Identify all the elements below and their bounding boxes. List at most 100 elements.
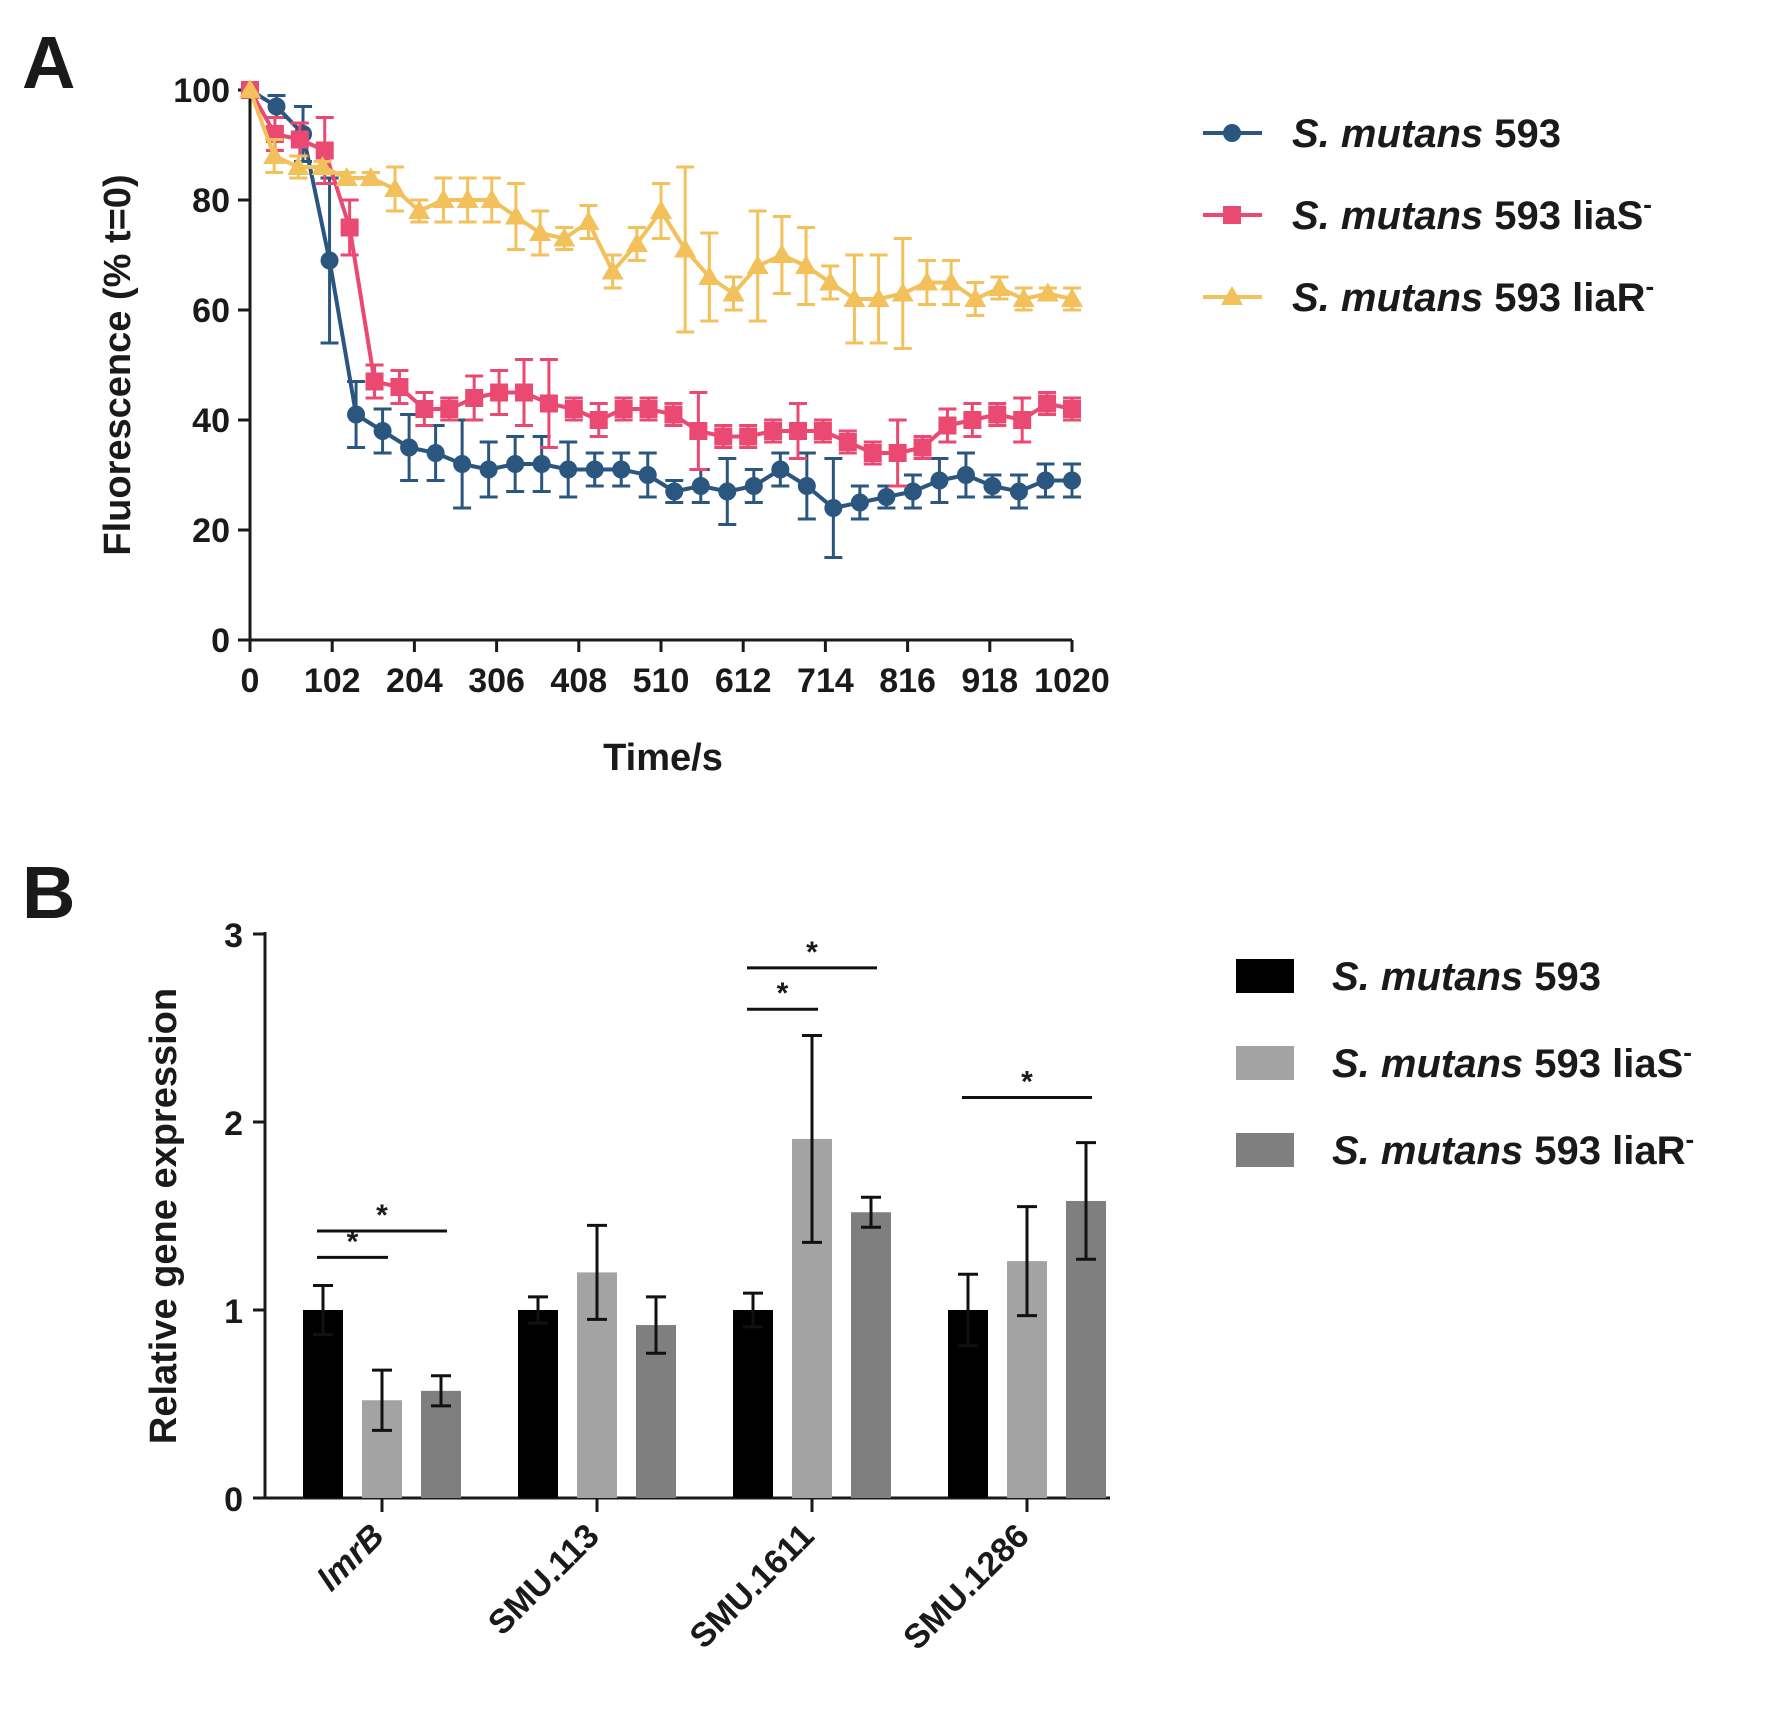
data-point (988, 277, 1011, 296)
data-point (504, 205, 527, 225)
legend-italic: S. mutans (1332, 1129, 1534, 1173)
legend-swatch (1236, 1046, 1294, 1080)
y-tick-label: 80 (192, 182, 230, 220)
series-triangle (239, 79, 1083, 350)
bar-series (362, 1034, 1047, 1498)
data-point (614, 400, 633, 418)
data-point (315, 141, 334, 160)
data-point (290, 130, 309, 149)
legend-label: S. mutans 593 (1292, 112, 1561, 156)
legend-italic: S. mutans (1332, 1042, 1534, 1086)
data-point (744, 477, 763, 495)
data-point (1223, 206, 1241, 224)
data-point (1223, 124, 1241, 142)
legend-swatch (1236, 1133, 1294, 1167)
significance-star: * (1021, 1066, 1033, 1099)
data-point (365, 372, 384, 391)
data-point (506, 455, 525, 473)
legend-superscript: - (1643, 189, 1652, 219)
x-tick-label: 510 (633, 662, 690, 700)
legend-rest: 593 (1534, 955, 1601, 999)
y-axis-title: Relative gene expression (143, 988, 185, 1444)
x-tick-label: SMU.1286 (896, 1517, 1036, 1657)
data-point (347, 405, 366, 424)
x-tick-label: 612 (715, 662, 772, 700)
data-point (956, 466, 975, 484)
legend-superscript: - (1683, 1037, 1692, 1067)
data-point (770, 244, 793, 263)
x-tick-label: 408 (550, 662, 607, 700)
data-point (1009, 482, 1028, 501)
data-point (1063, 400, 1081, 418)
y-tick-label: 100 (173, 72, 230, 110)
data-point (739, 427, 758, 446)
data-point (612, 460, 631, 479)
data-point (1038, 394, 1057, 413)
data-point (819, 271, 842, 291)
y-tick-label: 0 (224, 1481, 243, 1519)
data-point (625, 233, 648, 252)
legend-item: S. mutans 593 liaS- (1203, 189, 1652, 238)
data-point (400, 438, 419, 457)
data-point (877, 488, 896, 506)
data-point (988, 405, 1007, 424)
legend-italic: S. mutans (1292, 112, 1494, 156)
series-circle (241, 81, 1081, 559)
bar (518, 1310, 558, 1498)
y-axis-title: Fluorescence (% t=0) (97, 174, 139, 555)
legend-label: S. mutans 593 liaR- (1292, 271, 1654, 320)
data-point (320, 251, 339, 270)
legend-rest: 593 liaR (1494, 276, 1645, 320)
data-point (426, 444, 445, 462)
data-point (480, 189, 503, 208)
legend-label: S. mutans 593 liaR- (1332, 1124, 1694, 1173)
series-line (248, 88, 1072, 510)
panel-b-letter: B (22, 851, 75, 934)
data-point (746, 255, 769, 274)
data-point (771, 460, 790, 479)
y-tick-label: 40 (192, 402, 230, 440)
x-tick-label: lmrB (310, 1517, 392, 1599)
data-point (589, 411, 608, 429)
legend-item: S. mutans 593 (1236, 955, 1601, 999)
data-point (691, 477, 710, 495)
y-tick-label: 3 (224, 917, 243, 955)
data-point (267, 97, 286, 116)
data-point (585, 460, 604, 479)
data-point (964, 288, 987, 307)
data-point (1012, 288, 1035, 307)
data-point (432, 189, 455, 208)
data-point (650, 200, 672, 219)
data-point (843, 288, 866, 307)
y-tick-label: 2 (224, 1105, 243, 1143)
legend-superscript: - (1645, 271, 1654, 301)
x-tick-label: SMU.113 (481, 1517, 607, 1643)
line-chart: 0 20 40 60 80 100 0 102 204 306 408 510 612 714 816 918… (97, 72, 1654, 779)
data-point (1036, 282, 1059, 302)
data-point (797, 477, 816, 495)
x-tick-label: 306 (468, 662, 525, 700)
legend-item: S. mutans 593 liaS- (1236, 1037, 1692, 1086)
y-tick-label: 20 (192, 512, 230, 550)
data-point (359, 167, 382, 186)
bar (303, 1310, 343, 1498)
data-point (456, 189, 479, 208)
significance-star: * (347, 1225, 359, 1258)
data-point (390, 378, 409, 396)
data-point (638, 466, 657, 484)
bar (421, 1390, 461, 1498)
bar-series (421, 1141, 1106, 1498)
y-tick-label: 60 (192, 292, 230, 330)
data-point (453, 455, 472, 473)
significance-star: * (376, 1199, 388, 1232)
legend-rest: 593 liaS (1534, 1042, 1683, 1086)
x-tick-label: 816 (879, 662, 936, 700)
data-point (311, 156, 334, 175)
legend-italic: S. mutans (1332, 955, 1534, 999)
data-point (903, 482, 922, 501)
data-point (664, 405, 683, 424)
legend-rest: 593 (1494, 112, 1561, 156)
data-point (764, 422, 783, 440)
data-point (415, 400, 434, 418)
data-point (1013, 411, 1032, 429)
